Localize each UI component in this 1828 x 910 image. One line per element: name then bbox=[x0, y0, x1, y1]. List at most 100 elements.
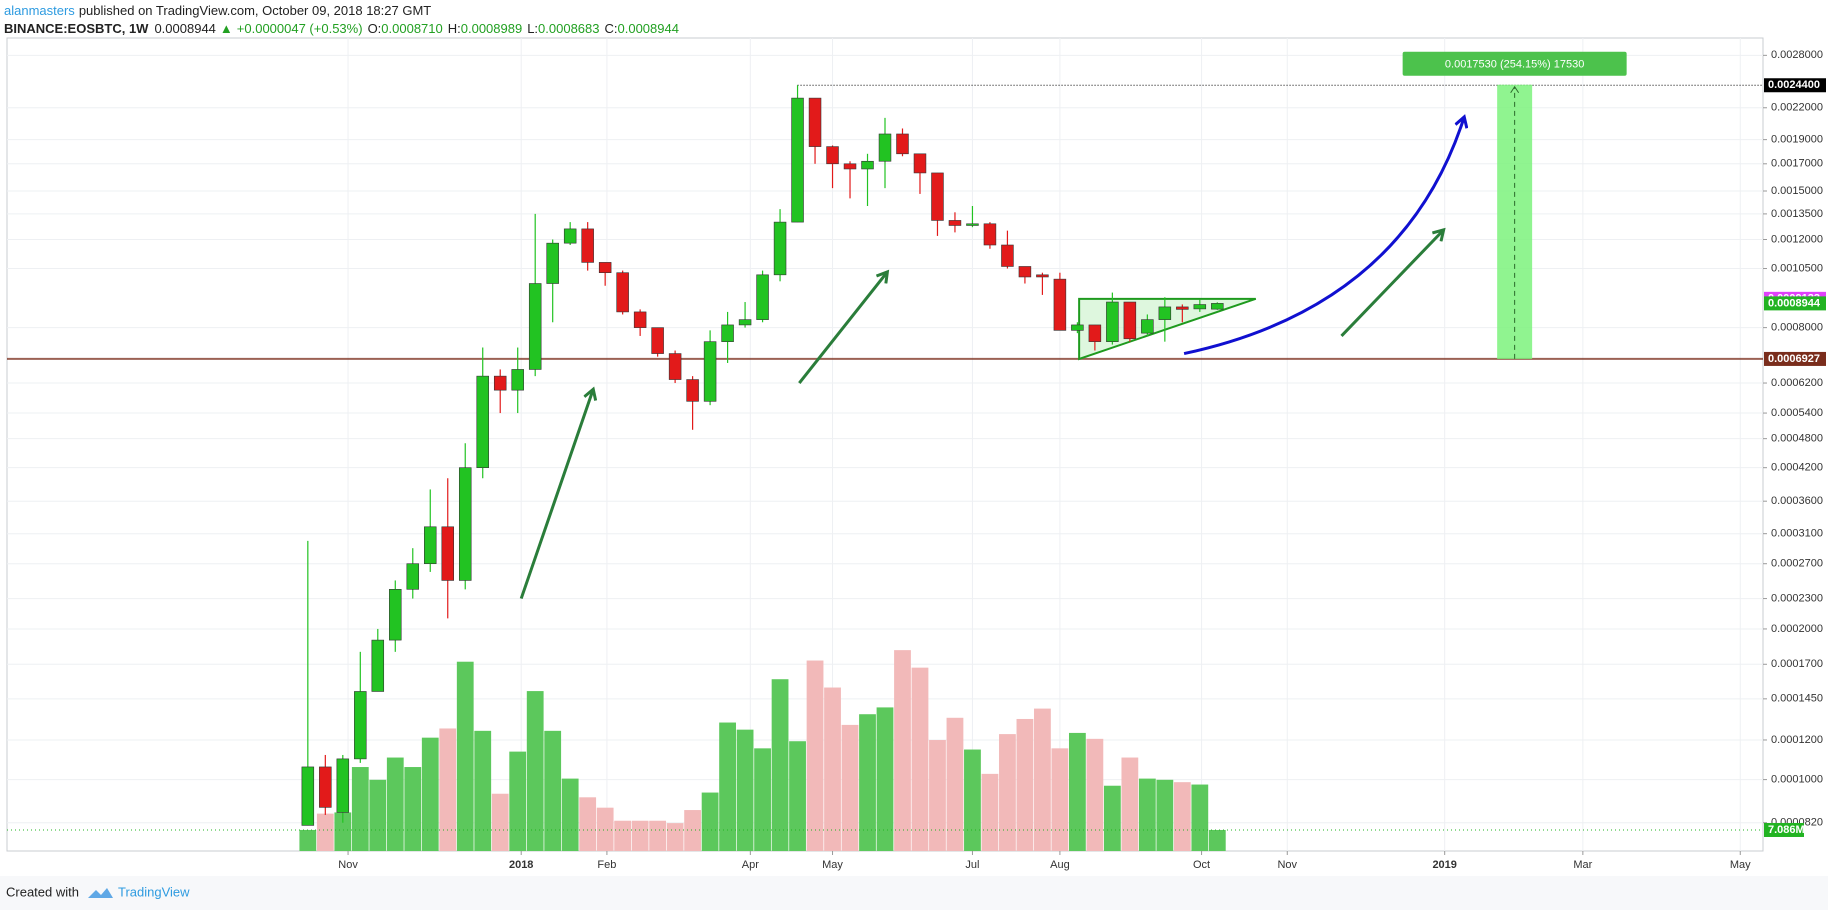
y-tick-label: 0.0017000 bbox=[1771, 158, 1823, 170]
candle-body bbox=[528, 283, 542, 370]
volume-bar bbox=[946, 717, 964, 851]
price-label-box bbox=[1764, 296, 1826, 311]
c-key: C: bbox=[605, 21, 618, 36]
volume-bar bbox=[719, 722, 736, 851]
candle-body bbox=[721, 324, 734, 342]
y-tick-label: 0.0004800 bbox=[1771, 433, 1823, 445]
candle-body bbox=[773, 221, 787, 276]
volume-bar bbox=[1156, 779, 1174, 851]
y-tick-label: 0.0005400 bbox=[1771, 407, 1823, 419]
volume-bar bbox=[1191, 784, 1209, 851]
volume-bar bbox=[526, 691, 544, 851]
volume-bar bbox=[614, 820, 632, 851]
candle-body bbox=[319, 766, 332, 808]
y-tick-label: 0.0001200 bbox=[1771, 734, 1823, 746]
change: +0.0000047 (+0.53%) bbox=[237, 21, 363, 36]
volume-bar bbox=[1016, 718, 1034, 851]
candle-body bbox=[458, 467, 472, 581]
candle-body bbox=[686, 379, 699, 402]
last: 0.0008944 bbox=[154, 21, 215, 36]
candle-body bbox=[931, 172, 944, 221]
volume-bar bbox=[999, 734, 1016, 851]
measure-label-box bbox=[1402, 51, 1627, 76]
candle-body bbox=[1211, 303, 1224, 310]
y-tick-label: 0.0001700 bbox=[1771, 658, 1823, 670]
o-value: 0.0008710 bbox=[381, 21, 442, 36]
candle-body bbox=[441, 526, 454, 581]
x-tick-label: Apr bbox=[742, 859, 759, 871]
volume-bar bbox=[666, 823, 684, 851]
candle-body bbox=[511, 369, 524, 391]
volume-bar bbox=[316, 813, 334, 851]
y-tick-label: 0.0006200 bbox=[1771, 377, 1823, 389]
l-value: 0.0008683 bbox=[538, 21, 599, 36]
candle-body bbox=[493, 375, 507, 391]
candle-body bbox=[756, 274, 769, 320]
x-tick-label: 2019 bbox=[1432, 859, 1456, 871]
y-tick-label: 0.0008000 bbox=[1771, 322, 1823, 334]
y-tick-label: 0.0013500 bbox=[1771, 208, 1823, 220]
candle-body bbox=[1001, 244, 1014, 267]
candle-body bbox=[966, 223, 979, 226]
candle-body bbox=[633, 311, 647, 328]
trend-arrow bbox=[798, 273, 886, 384]
candle-body bbox=[948, 220, 962, 226]
y-tick-label: 0.0002700 bbox=[1771, 558, 1823, 570]
volume-bar bbox=[561, 778, 579, 851]
price-label-box bbox=[1764, 351, 1826, 366]
volume-bar bbox=[824, 687, 841, 851]
volume-bar bbox=[509, 751, 527, 851]
volume-bar bbox=[1121, 757, 1139, 851]
volume-bar bbox=[1208, 829, 1226, 851]
curve-arrow bbox=[1183, 118, 1464, 356]
volume-bar bbox=[771, 679, 789, 851]
x-tick-label: Feb bbox=[597, 859, 616, 871]
y-tick-label: 0.0010500 bbox=[1771, 262, 1823, 274]
y-tick-label: 0.0001450 bbox=[1771, 693, 1823, 705]
y-tick-label: 0.0022000 bbox=[1771, 102, 1823, 114]
y-tick-label: 0.0004200 bbox=[1771, 462, 1823, 474]
volume-bar bbox=[1173, 782, 1191, 851]
candle-body bbox=[581, 228, 594, 263]
volume-bar bbox=[596, 807, 614, 851]
x-tick-label: Aug bbox=[1050, 859, 1070, 871]
candle-body bbox=[424, 526, 437, 565]
candle-body bbox=[1158, 306, 1172, 320]
candle-body bbox=[336, 758, 350, 813]
volume-bar bbox=[369, 779, 387, 851]
x-tick-label: Jul bbox=[965, 859, 979, 871]
author: alanmasters bbox=[4, 3, 75, 18]
candle-body bbox=[896, 133, 909, 155]
o-key: O: bbox=[368, 21, 382, 36]
candle-body bbox=[563, 228, 577, 244]
y-tick-label: 0.0015000 bbox=[1771, 185, 1823, 197]
x-tick-label: Mar bbox=[1573, 859, 1592, 871]
candle-body bbox=[1053, 278, 1067, 331]
symbol: BINANCE:EOSBTC, 1W bbox=[4, 21, 149, 36]
volume-bar bbox=[911, 667, 929, 851]
candle-body bbox=[476, 375, 489, 468]
candle-body bbox=[301, 766, 315, 826]
trend-arrow bbox=[519, 390, 593, 600]
candle-body bbox=[371, 639, 385, 692]
x-tick-label: Oct bbox=[1193, 859, 1210, 871]
h-value: 0.0008989 bbox=[461, 21, 522, 36]
candle-body bbox=[546, 242, 559, 284]
candle-body bbox=[1141, 319, 1154, 334]
price-label: 0.0024400 bbox=[1768, 79, 1820, 91]
volume-bar bbox=[701, 792, 719, 851]
candle-body bbox=[1071, 324, 1084, 331]
footer-created: Created with bbox=[6, 884, 79, 899]
footer-bar bbox=[0, 876, 1828, 910]
volume-bar bbox=[456, 661, 474, 851]
published: published on TradingView.com, October 09… bbox=[79, 3, 431, 18]
volume-bar bbox=[631, 820, 649, 851]
volume-bar bbox=[491, 793, 509, 851]
c-value: 0.0008944 bbox=[618, 21, 679, 36]
volume-label: 7.086M bbox=[1768, 824, 1805, 836]
volume-bar bbox=[964, 749, 981, 851]
y-tick-label: 0.0001000 bbox=[1771, 774, 1823, 786]
candle-body bbox=[1088, 324, 1102, 342]
volume-bar bbox=[894, 650, 911, 851]
